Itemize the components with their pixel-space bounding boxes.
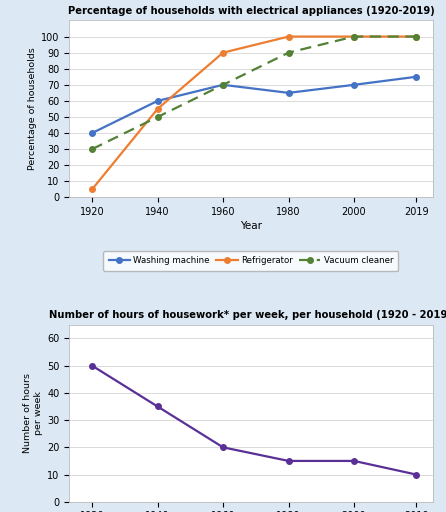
X-axis label: Year: Year bbox=[240, 221, 262, 231]
Hours per week bbox=[351, 458, 357, 464]
Washing machine bbox=[220, 82, 226, 88]
Vacuum cleaner bbox=[413, 33, 419, 39]
Line: Vacuum cleaner: Vacuum cleaner bbox=[89, 34, 419, 152]
Washing machine bbox=[155, 98, 160, 104]
Vacuum cleaner bbox=[155, 114, 160, 120]
Washing machine bbox=[89, 130, 95, 136]
Refrigerator bbox=[155, 106, 160, 112]
Refrigerator bbox=[220, 50, 226, 56]
Vacuum cleaner bbox=[220, 82, 226, 88]
Line: Washing machine: Washing machine bbox=[89, 74, 419, 136]
Refrigerator bbox=[286, 33, 291, 39]
Hours per week bbox=[413, 472, 419, 478]
Hours per week bbox=[89, 362, 95, 369]
Washing machine bbox=[413, 74, 419, 80]
Line: Hours per week: Hours per week bbox=[89, 363, 419, 477]
Line: Refrigerator: Refrigerator bbox=[89, 34, 419, 192]
Vacuum cleaner bbox=[351, 33, 357, 39]
Title: Percentage of households with electrical appliances (1920-2019): Percentage of households with electrical… bbox=[67, 6, 434, 15]
Refrigerator bbox=[351, 33, 357, 39]
Y-axis label: Number of hours
per week: Number of hours per week bbox=[24, 373, 43, 453]
Vacuum cleaner bbox=[89, 146, 95, 152]
Title: Number of hours of housework* per week, per household (1920 - 2019): Number of hours of housework* per week, … bbox=[50, 310, 446, 320]
Hours per week bbox=[155, 403, 160, 410]
Y-axis label: Percentage of households: Percentage of households bbox=[28, 48, 37, 170]
Vacuum cleaner bbox=[286, 50, 291, 56]
Refrigerator bbox=[89, 186, 95, 193]
Hours per week bbox=[286, 458, 291, 464]
Washing machine bbox=[286, 90, 291, 96]
Washing machine bbox=[351, 82, 357, 88]
Legend: Washing machine, Refrigerator, Vacuum cleaner: Washing machine, Refrigerator, Vacuum cl… bbox=[103, 251, 398, 271]
Hours per week bbox=[220, 444, 226, 451]
Refrigerator bbox=[413, 33, 419, 39]
